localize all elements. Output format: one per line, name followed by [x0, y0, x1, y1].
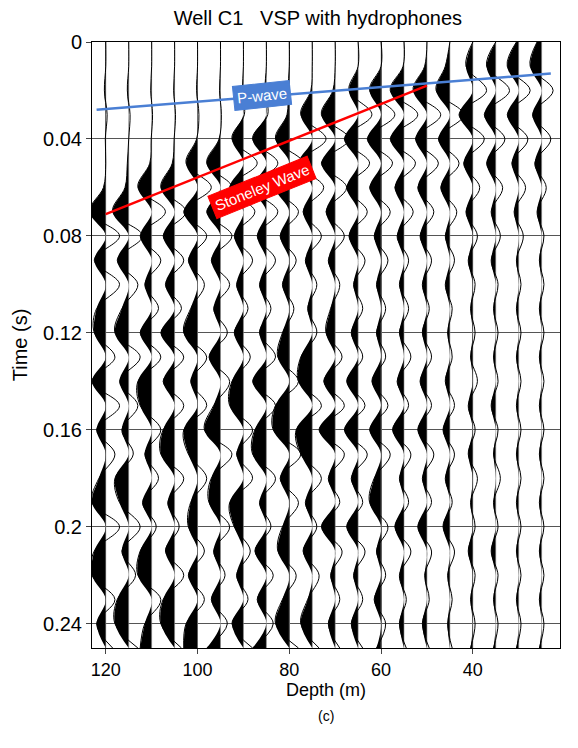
svg-text:0.08: 0.08 [43, 225, 82, 247]
svg-text:Time (s): Time (s) [9, 309, 31, 382]
svg-text:P-wave: P-wave [236, 84, 288, 106]
svg-text:100: 100 [183, 660, 213, 680]
svg-text:0: 0 [71, 31, 82, 53]
svg-text:0.2: 0.2 [54, 516, 82, 538]
svg-text:0.12: 0.12 [43, 322, 82, 344]
svg-text:0.16: 0.16 [43, 419, 82, 441]
svg-text:80: 80 [279, 660, 299, 680]
svg-text:60: 60 [371, 660, 391, 680]
svg-text:0.04: 0.04 [43, 128, 82, 150]
svg-text:40: 40 [463, 660, 483, 680]
svg-text:(c): (c) [318, 708, 334, 724]
svg-text:Depth (m): Depth (m) [286, 680, 366, 700]
svg-text:Stoneley Wave: Stoneley Wave [212, 161, 311, 214]
svg-text:0.24: 0.24 [43, 613, 82, 635]
svg-text:Well C1 VSP with hydrophones: Well C1 VSP with hydrophones [174, 7, 462, 29]
svg-text:120: 120 [91, 660, 121, 680]
